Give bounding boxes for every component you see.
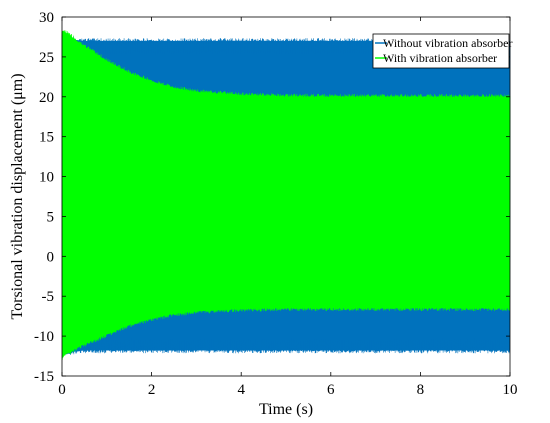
series-layer [61, 30, 511, 360]
y-tick-label: -15 [34, 369, 54, 385]
y-tick-label: 20 [39, 90, 54, 106]
y-tick-label: 0 [47, 249, 55, 265]
x-tick-label: 6 [327, 382, 335, 398]
y-axis-ticks: -15 -10 -5 0 5 10 15 20 25 30 [34, 10, 510, 385]
y-tick-label: -10 [34, 329, 54, 345]
series-line-2 [61, 30, 511, 360]
legend-box [372, 33, 510, 69]
y-tick-label: 10 [39, 170, 54, 186]
x-tick-label: 2 [148, 382, 156, 398]
x-tick-label: 8 [417, 382, 425, 398]
y-tick-label: 25 [39, 50, 54, 66]
y-tick-label: 30 [39, 10, 54, 26]
y-axis-label: Torsional vibration displacement (μm) [9, 73, 26, 319]
x-tick-label: 4 [237, 382, 245, 398]
y-tick-label: 5 [47, 209, 55, 225]
plot-frame [61, 16, 511, 377]
y-tick-label: 15 [39, 130, 54, 146]
x-axis-label: Time (s) [259, 401, 313, 418]
x-tick-label: 10 [503, 382, 518, 398]
y-tick-label: -5 [42, 289, 55, 305]
x-tick-label: 0 [58, 382, 66, 398]
x-axis-ticks: 0 2 4 6 8 10 [58, 17, 518, 398]
legend-label-2: With vibration absorber [383, 51, 497, 65]
legend-label-1: Without vibration absorber [383, 36, 513, 50]
